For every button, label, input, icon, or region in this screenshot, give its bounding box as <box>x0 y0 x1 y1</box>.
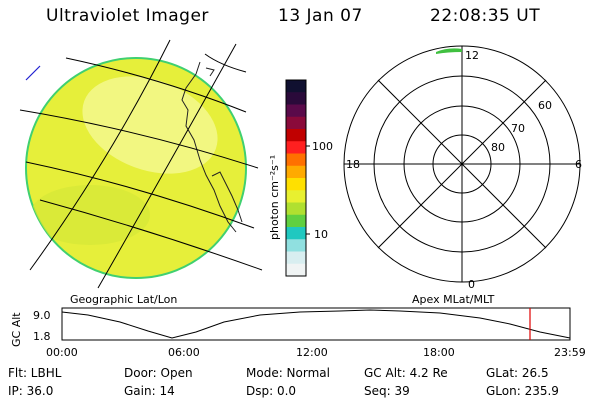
color-bar-unit: photon cm⁻²s⁻¹ <box>268 155 281 240</box>
color-bar-segment <box>286 263 306 277</box>
color-tick-10: 10 <box>314 228 328 241</box>
mlt-label-0: 0 <box>468 278 475 291</box>
geographic-label: Geographic Lat/Lon <box>70 293 177 306</box>
mode-info: Mode: Normal <box>246 366 330 380</box>
airglow-dim <box>30 185 150 245</box>
date-label: 13 Jan 07 <box>278 6 363 26</box>
color-bar-segment <box>286 251 306 265</box>
color-bar-segment <box>286 214 306 228</box>
color-bar-segment <box>286 92 306 105</box>
apex-label: Apex MLat/MLT <box>412 293 495 306</box>
color-bar-segment <box>286 141 306 154</box>
color-bar-segment <box>286 129 306 142</box>
glat-info: GLat: 26.5 <box>486 366 549 380</box>
color-bar-segment <box>286 153 306 167</box>
coastline <box>181 61 243 233</box>
polar-grid <box>343 45 581 283</box>
color-bar-segment <box>286 80 306 93</box>
color-bar-segment <box>286 227 306 240</box>
ring-label-80: 80 <box>491 141 505 154</box>
orbit-ylabel: GC Alt <box>10 312 23 347</box>
color-bar-segment <box>286 202 306 216</box>
color-bar <box>286 80 306 277</box>
airglow-bright <box>82 76 218 174</box>
filter-info: Flt: LBHL <box>8 366 62 380</box>
orbit-xtick-2359: 23:59 <box>554 346 586 359</box>
ring-label-60: 60 <box>538 99 552 112</box>
orbit-xtick-0600: 06:00 <box>168 346 200 359</box>
color-bar-segment <box>286 104 306 118</box>
orbit-ytick-top: 9.0 <box>33 309 51 322</box>
blue-line <box>25 65 41 81</box>
color-bar-frame <box>285 79 307 277</box>
glon-info: GLon: 235.9 <box>486 384 559 398</box>
mlt-label-6: 6 <box>575 158 582 171</box>
latlon-grid <box>19 39 263 289</box>
seq-info: Seq: 39 <box>364 384 410 398</box>
gain-info: Gain: 14 <box>124 384 175 398</box>
instrument-title: Ultraviolet Imager <box>46 6 209 26</box>
dsp-info: Dsp: 0.0 <box>246 384 297 398</box>
time-label: 22:08:35 UT <box>430 6 541 26</box>
ring-label-70: 70 <box>511 122 525 135</box>
orbit-ytick-bottom: 1.8 <box>33 330 51 343</box>
color-bar-segment <box>286 116 306 130</box>
orbit-plot: GC Alt 9.0 1.8 00:00 06:00 12:00 18:00 2… <box>10 307 586 359</box>
mlt-label-12: 12 <box>465 49 479 62</box>
color-bar-segment <box>286 239 306 252</box>
color-tick-100: 100 <box>312 140 333 153</box>
color-bar-segment <box>286 190 306 203</box>
mlt-label-18: 18 <box>346 158 360 171</box>
orbit-plot-frame <box>61 307 571 341</box>
polar-arc-data <box>436 48 462 54</box>
orbit-xtick-1200: 12:00 <box>296 346 328 359</box>
color-bar-segment <box>286 178 306 191</box>
orbit-xtick-0000: 00:00 <box>46 346 78 359</box>
orbit-xtick-1800: 18:00 <box>423 346 455 359</box>
ip-info: IP: 36.0 <box>8 384 54 398</box>
color-bar-segment <box>286 165 306 179</box>
gc-alt-info: GC Alt: 4.2 Re <box>364 366 448 380</box>
door-info: Door: Open <box>124 366 193 380</box>
orbit-altitude-curve <box>61 309 571 339</box>
earth-image <box>19 39 263 289</box>
